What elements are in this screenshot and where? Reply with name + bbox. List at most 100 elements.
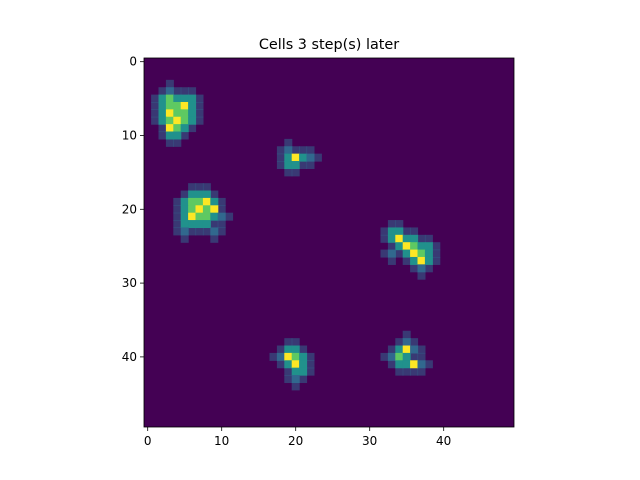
heatmap-cell xyxy=(299,367,308,376)
heatmap-cell xyxy=(173,116,182,125)
heatmap-cell xyxy=(417,264,426,273)
heatmap-cell xyxy=(210,227,219,236)
heatmap-cell xyxy=(165,101,174,110)
heatmap-cell xyxy=(173,87,182,96)
heatmap-cell xyxy=(195,197,204,206)
heatmap-cell xyxy=(284,352,293,361)
heatmap-cell xyxy=(276,153,285,162)
heatmap-cell xyxy=(387,220,396,229)
heatmap-cell xyxy=(432,242,441,251)
heatmap-cell xyxy=(299,153,308,162)
heatmap-cell xyxy=(195,109,204,118)
heatmap-cell xyxy=(424,264,433,273)
heatmap-cell xyxy=(217,197,226,206)
heatmap-cell xyxy=(387,352,396,361)
heatmap-cell xyxy=(180,124,189,133)
heatmap-cell xyxy=(173,101,182,110)
heatmap-cell xyxy=(202,220,211,229)
heatmap-cell xyxy=(402,352,411,361)
heatmap-cell xyxy=(424,249,433,258)
heatmap-cell xyxy=(202,212,211,221)
heatmap-cell xyxy=(158,116,167,125)
heatmap-cell xyxy=(173,220,182,229)
heatmap-cell xyxy=(284,146,293,155)
heatmap-cell xyxy=(210,220,219,229)
axes-frame xyxy=(143,57,515,428)
heatmap-cell xyxy=(291,153,300,162)
heatmap-cell xyxy=(395,220,404,229)
heatmap-cell xyxy=(395,249,404,258)
heatmap-cell xyxy=(284,153,293,162)
heatmap-cell xyxy=(269,352,278,361)
heatmap-cell xyxy=(291,375,300,384)
heatmap-cell xyxy=(284,345,293,354)
heatmap-cell xyxy=(165,87,174,96)
heatmap-cell xyxy=(202,190,211,199)
heatmap-cell xyxy=(410,242,419,251)
y-tick-label: 0 xyxy=(129,55,137,69)
heatmap-cell xyxy=(165,116,174,125)
heatmap-cell xyxy=(180,94,189,103)
heatmap-cell xyxy=(291,338,300,347)
heatmap-cell xyxy=(158,131,167,140)
x-tick-label: 10 xyxy=(214,434,229,448)
heatmap-cell xyxy=(417,242,426,251)
heatmap-cell xyxy=(417,352,426,361)
heatmap-cell xyxy=(276,360,285,369)
heatmap-cell xyxy=(313,153,322,162)
heatmap-cell xyxy=(410,256,419,265)
x-tick-label: 0 xyxy=(144,434,152,448)
heatmap-cell xyxy=(402,345,411,354)
heatmap-cell xyxy=(188,109,197,118)
heatmap-cell xyxy=(151,109,160,118)
heatmap-cell xyxy=(188,116,197,125)
heatmap-cell xyxy=(284,161,293,169)
heatmap-cell xyxy=(417,256,426,265)
heatmap-cell xyxy=(432,256,441,265)
heatmap-cell xyxy=(173,212,182,221)
heatmap-cell xyxy=(306,352,315,361)
heatmap-cell xyxy=(188,205,197,214)
heatmap-cell xyxy=(410,352,419,361)
heatmap-cell xyxy=(306,360,315,369)
heatmap-cell xyxy=(387,345,396,354)
heatmap-cell xyxy=(306,161,315,169)
heatmap-cell xyxy=(151,94,160,103)
heatmap-cell xyxy=(410,338,419,347)
heatmap-cell xyxy=(188,101,197,110)
heatmap-cell xyxy=(410,227,419,236)
heatmap-cell xyxy=(276,146,285,155)
y-tick-label: 40 xyxy=(122,350,137,364)
heatmap-cell xyxy=(210,234,219,243)
heatmap-cell xyxy=(417,367,426,376)
heatmap-cell xyxy=(165,124,174,133)
heatmap-cell xyxy=(284,375,293,384)
heatmap-cell xyxy=(299,146,308,155)
heatmap-cell xyxy=(165,138,174,147)
heatmap-cell xyxy=(417,234,426,243)
heatmap-cell xyxy=(395,227,404,236)
heatmap-cell xyxy=(217,212,226,221)
heatmap-cell xyxy=(432,249,441,258)
heatmap-cell xyxy=(202,197,211,206)
heatmap-cell xyxy=(180,190,189,199)
heatmap-cell xyxy=(395,242,404,251)
heatmap-cell xyxy=(180,197,189,206)
heatmap-cell xyxy=(410,367,419,376)
heatmap-cell xyxy=(180,234,189,243)
heatmap-cell xyxy=(180,87,189,96)
heatmap-cell xyxy=(417,271,426,280)
heatmap-cell xyxy=(299,375,308,384)
heatmap-cell xyxy=(173,197,182,206)
heatmap-cell xyxy=(210,205,219,214)
y-tick-label: 10 xyxy=(122,128,137,142)
heatmap-cell xyxy=(284,168,293,177)
plot-area xyxy=(143,57,515,428)
heatmap-cell xyxy=(158,94,167,103)
heatmap-cell xyxy=(210,190,219,199)
heatmap-cell xyxy=(402,330,411,339)
heatmap-cell xyxy=(299,161,308,169)
heatmap-cell xyxy=(195,212,204,221)
heatmap-cell xyxy=(402,338,411,347)
